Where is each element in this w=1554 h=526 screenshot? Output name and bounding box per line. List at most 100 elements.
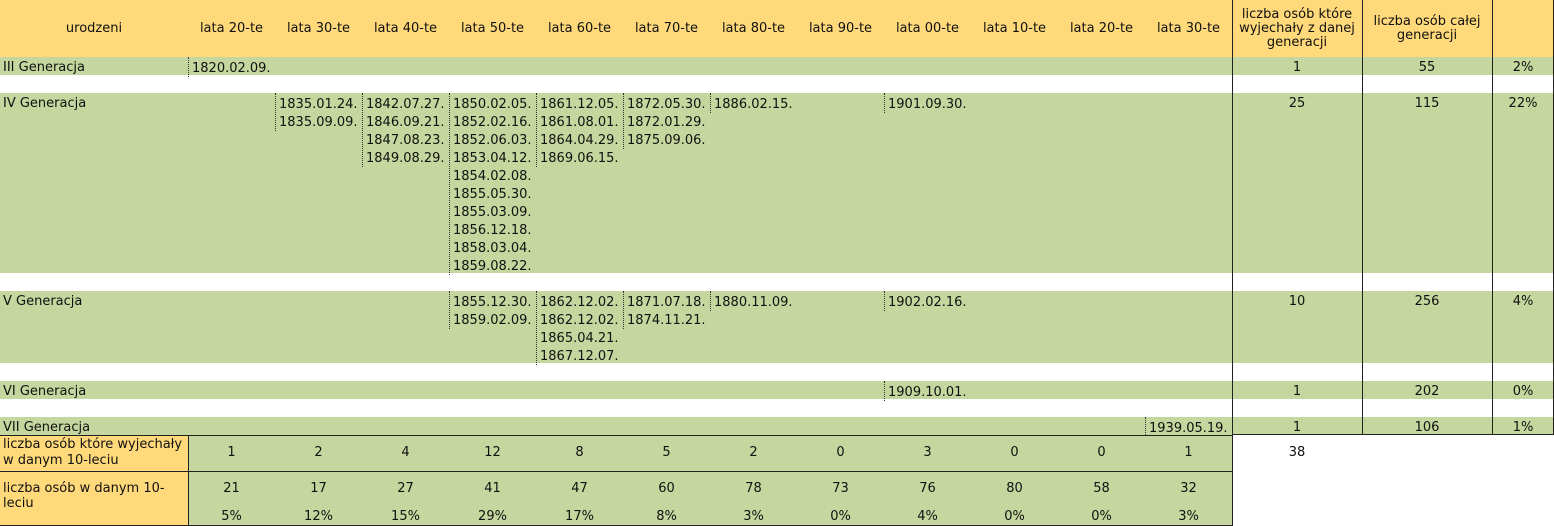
header-decade: lata 70-te (623, 0, 710, 57)
total-count: 106 (1414, 420, 1440, 435)
grid-line (1232, 434, 1554, 435)
birth-date: 1854.02.08. (453, 169, 532, 184)
summary-count-label: liczba osób w danym 10-leciu (0, 471, 188, 511)
birth-date: 1865.04.21. (540, 331, 619, 346)
decade-percent: 0% (830, 509, 851, 524)
birth-date: 1858.03.04. (453, 241, 532, 256)
grid-line (1492, 0, 1493, 435)
summary-pct-label (0, 507, 188, 525)
birth-dates: 1835.01.24. 1835.09.09. (275, 93, 362, 131)
decade-count: 60 (658, 481, 675, 496)
birth-date: 1853.04.12. (453, 151, 532, 166)
left-percent: 1% (1512, 420, 1534, 435)
decade-percent: 12% (304, 509, 333, 524)
summary-left-row (188, 435, 1232, 471)
generation-row (0, 291, 1554, 363)
generation-row (0, 93, 1554, 273)
total-count: 256 (1414, 294, 1440, 309)
birth-date: 1855.05.30. (453, 187, 532, 202)
header-decade: lata 20-te (1058, 0, 1145, 57)
left-count: 1 (1292, 60, 1302, 75)
birth-date: 1862.12.02. (540, 313, 619, 328)
total-count: 115 (1414, 96, 1440, 111)
birth-date: 1842.07.27. (366, 97, 445, 112)
birth-dates: 1850.02.05. 1852.02.16. 1852.06.03. 1853.04… (449, 93, 536, 275)
left-percent: 2% (1512, 60, 1534, 75)
birth-date: 1847.08.23. (366, 133, 445, 148)
header-decade: lata 30-te (1145, 0, 1232, 57)
birth-date: 1872.01.29. (627, 115, 706, 130)
birth-date: 1886.02.15. (714, 97, 793, 112)
birth-date: 1939.05.19. (1149, 421, 1228, 436)
birth-date: 1849.08.29. (366, 151, 445, 166)
birth-date: 1861.12.05. (540, 97, 619, 112)
decade-count: 80 (1006, 481, 1023, 496)
generation-label: III Generacja (3, 60, 85, 75)
birth-dates: 1886.02.15. (710, 93, 797, 113)
grid-line (0, 435, 1232, 436)
birth-dates: 1861.12.05. 1861.08.01. 1864.04.29. 1869.06… (536, 93, 623, 167)
header-born: urodzeni (0, 0, 188, 57)
header-total-count: liczba osób całej generacji (1362, 0, 1492, 57)
left-decade-count: 0 (1097, 445, 1106, 460)
decade-percent: 5% (221, 509, 242, 524)
left-count: 10 (1288, 294, 1306, 309)
header-decade: lata 80-te (710, 0, 797, 57)
decade-percent: 17% (565, 509, 594, 524)
birth-date: 1901.09.30. (888, 97, 967, 112)
header-percent (1492, 0, 1554, 57)
birth-date: 1867.12.07. (540, 349, 619, 364)
left-count: 1 (1292, 384, 1302, 399)
birth-date: 1835.09.09. (279, 115, 358, 130)
generation-row (0, 417, 1554, 435)
decade-count: 78 (745, 481, 762, 496)
header-decade: lata 10-te (971, 0, 1058, 57)
birth-date: 1856.12.18. (453, 223, 532, 238)
generation-label: VI Generacja (3, 384, 87, 399)
birth-date: 1859.02.09. (453, 313, 532, 328)
left-total: 38 (1288, 445, 1306, 460)
birth-date: 1862.12.02. (540, 295, 619, 310)
birth-date: 1846.09.21. (366, 115, 445, 130)
grid-line (0, 471, 1232, 472)
total-count: 202 (1414, 384, 1440, 399)
birth-date: 1855.12.30. (453, 295, 532, 310)
birth-date: 1871.07.18. (627, 295, 706, 310)
left-percent: 4% (1512, 294, 1534, 309)
birth-date: 1909.10.01. (888, 385, 967, 400)
left-count: 1 (1292, 420, 1302, 435)
decade-count: 47 (571, 481, 588, 496)
birth-date: 1874.11.21. (627, 313, 706, 328)
left-decade-count: 0 (1010, 445, 1019, 460)
birth-dates: 1939.05.19. (1145, 417, 1232, 437)
decade-count: 32 (1180, 481, 1197, 496)
decade-percent: 15% (391, 509, 420, 524)
generation-label: IV Generacja (3, 96, 87, 111)
birth-date: 1875.09.06. (627, 133, 706, 148)
birth-dates: 1872.05.30. 1872.01.29. 1875.09.06. (623, 93, 710, 149)
grid-line (188, 435, 189, 526)
birth-date: 1835.01.24. (279, 97, 358, 112)
header-left-count: liczba osób które wyjechały z danej gene… (1232, 0, 1362, 57)
grid-line (1232, 0, 1233, 526)
decade-count: 76 (919, 481, 936, 496)
birth-date: 1820.02.09. (192, 61, 271, 76)
left-percent: 22% (1508, 96, 1538, 111)
birth-dates: 1902.02.16. (884, 291, 971, 311)
decade-percent: 29% (478, 509, 507, 524)
left-decade-count: 2 (749, 445, 758, 460)
left-percent: 0% (1512, 384, 1534, 399)
generation-label: V Generacja (3, 294, 83, 309)
left-decade-count: 1 (1184, 445, 1193, 460)
decade-count: 41 (484, 481, 501, 496)
left-decade-count: 1 (227, 445, 236, 460)
birth-date: 1902.02.16. (888, 295, 967, 310)
birth-dates: 1909.10.01. (884, 381, 971, 401)
decade-count: 21 (223, 481, 240, 496)
summary-count-row (188, 471, 1232, 507)
generation-label: VII Generacja (3, 420, 91, 435)
header-decade: lata 40-te (362, 0, 449, 57)
birth-date: 1869.06.15. (540, 151, 619, 166)
left-decade-count: 5 (662, 445, 671, 460)
birth-date: 1850.02.05. (453, 97, 532, 112)
